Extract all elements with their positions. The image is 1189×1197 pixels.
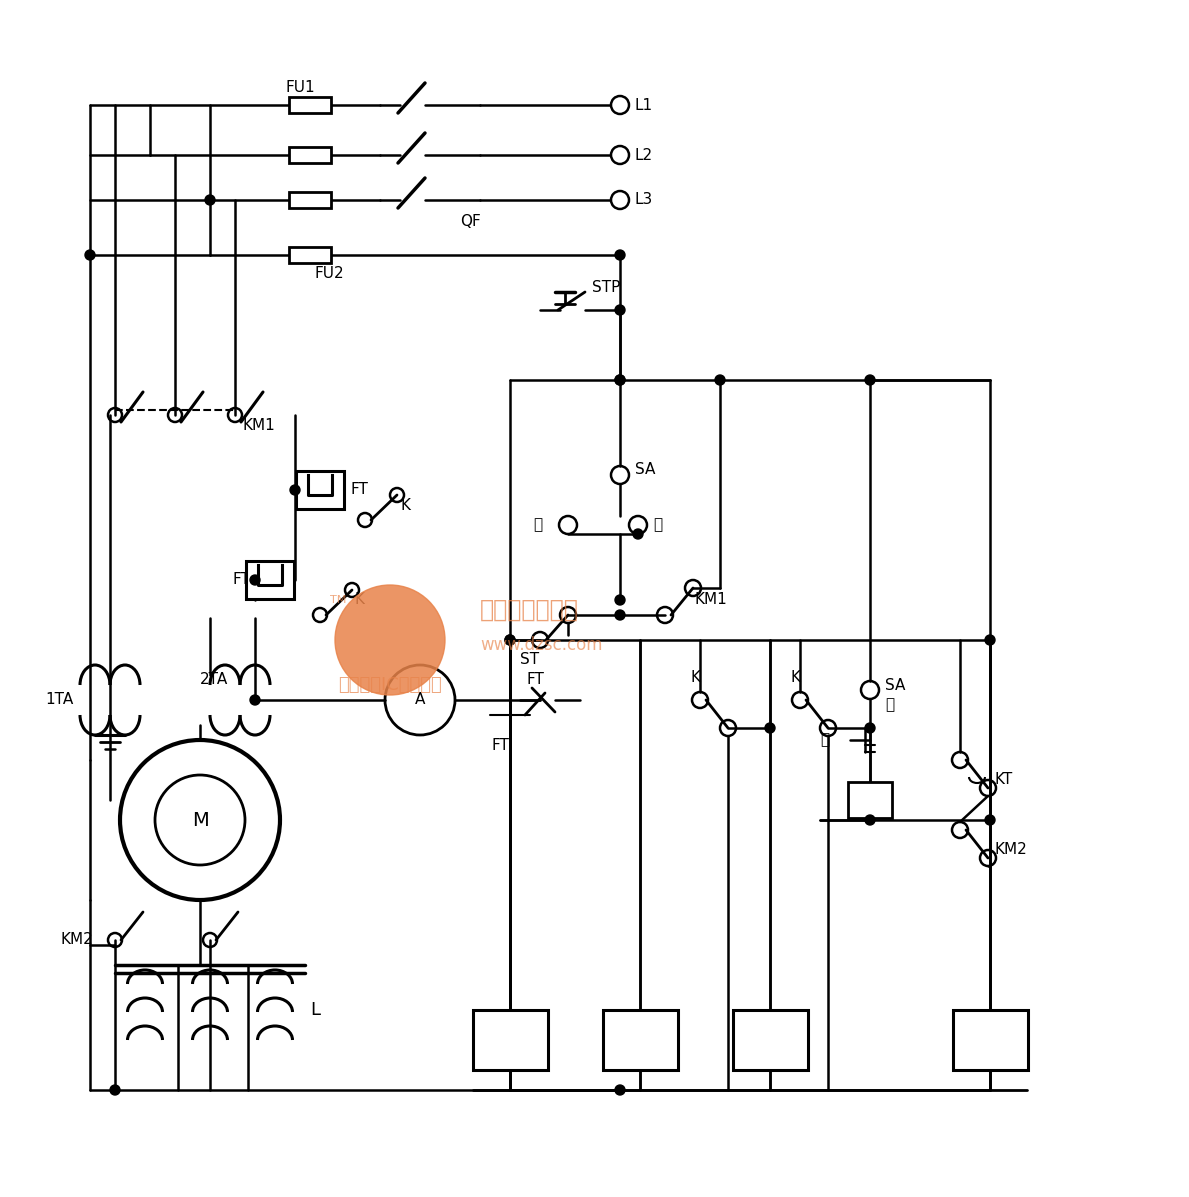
Circle shape xyxy=(615,375,625,385)
Text: K: K xyxy=(356,593,365,608)
Text: FT: FT xyxy=(491,737,509,753)
Text: 手: 手 xyxy=(820,733,829,747)
Text: FT: FT xyxy=(526,673,543,687)
Text: M: M xyxy=(191,810,208,830)
Circle shape xyxy=(984,634,995,645)
Text: FU2: FU2 xyxy=(315,266,345,280)
Circle shape xyxy=(250,575,260,585)
Text: K: K xyxy=(765,1033,775,1047)
Text: QF: QF xyxy=(460,214,480,230)
Bar xyxy=(472,1010,547,1070)
Circle shape xyxy=(290,485,300,496)
Circle shape xyxy=(84,250,95,260)
Text: 自: 自 xyxy=(653,517,662,533)
Text: L: L xyxy=(310,1001,320,1019)
Bar xyxy=(848,782,892,818)
Bar xyxy=(289,247,331,263)
Bar xyxy=(289,192,331,208)
Bar xyxy=(952,1010,1027,1070)
Circle shape xyxy=(866,815,875,825)
Bar xyxy=(296,470,344,509)
Circle shape xyxy=(615,595,625,604)
Circle shape xyxy=(633,529,643,539)
Text: KM2: KM2 xyxy=(623,1033,656,1047)
Circle shape xyxy=(866,375,875,385)
Text: SA: SA xyxy=(885,678,905,693)
Text: SA: SA xyxy=(635,462,655,478)
Text: L2: L2 xyxy=(634,147,652,163)
Text: K: K xyxy=(690,670,700,686)
Text: 自: 自 xyxy=(885,698,894,712)
Circle shape xyxy=(765,723,775,733)
Circle shape xyxy=(715,375,725,385)
Text: KM2: KM2 xyxy=(995,843,1027,857)
Text: 手: 手 xyxy=(533,517,542,533)
Circle shape xyxy=(250,695,260,705)
Text: FT: FT xyxy=(232,572,250,588)
Circle shape xyxy=(335,585,445,695)
Text: TM: TM xyxy=(331,595,346,604)
Circle shape xyxy=(615,610,625,620)
Text: 1TA: 1TA xyxy=(45,693,74,707)
Bar xyxy=(289,147,331,163)
Text: L1: L1 xyxy=(634,97,652,113)
Text: ST: ST xyxy=(521,652,540,668)
Bar xyxy=(289,97,331,113)
Circle shape xyxy=(615,375,625,385)
Bar xyxy=(246,561,294,598)
Bar xyxy=(603,1010,678,1070)
Text: KM1: KM1 xyxy=(243,418,276,432)
Circle shape xyxy=(866,723,875,733)
Text: STP: STP xyxy=(592,280,621,296)
Circle shape xyxy=(505,634,515,645)
Circle shape xyxy=(111,1084,120,1095)
Bar xyxy=(732,1010,807,1070)
Text: SN: SN xyxy=(855,792,875,807)
Text: KT: KT xyxy=(995,772,1013,788)
Text: 2TA: 2TA xyxy=(200,673,228,687)
Text: KM1: KM1 xyxy=(493,1033,527,1047)
Text: FT: FT xyxy=(350,482,367,498)
Circle shape xyxy=(615,305,625,315)
Text: www.dzsc.com: www.dzsc.com xyxy=(480,636,603,654)
Circle shape xyxy=(615,1084,625,1095)
Text: 维库电子市场网: 维库电子市场网 xyxy=(480,598,579,622)
Text: A: A xyxy=(415,693,426,707)
Text: K: K xyxy=(789,670,800,686)
Circle shape xyxy=(984,815,995,825)
Text: KM2: KM2 xyxy=(59,932,93,948)
Circle shape xyxy=(505,634,515,645)
Text: L3: L3 xyxy=(634,193,653,207)
Circle shape xyxy=(205,195,215,205)
Circle shape xyxy=(615,250,625,260)
Text: KT: KT xyxy=(981,1033,999,1047)
Text: K: K xyxy=(400,498,410,512)
Text: 全球最大IC采购网站: 全球最大IC采购网站 xyxy=(338,676,442,694)
Text: FU1: FU1 xyxy=(285,79,315,95)
Text: KM1: KM1 xyxy=(696,593,728,608)
